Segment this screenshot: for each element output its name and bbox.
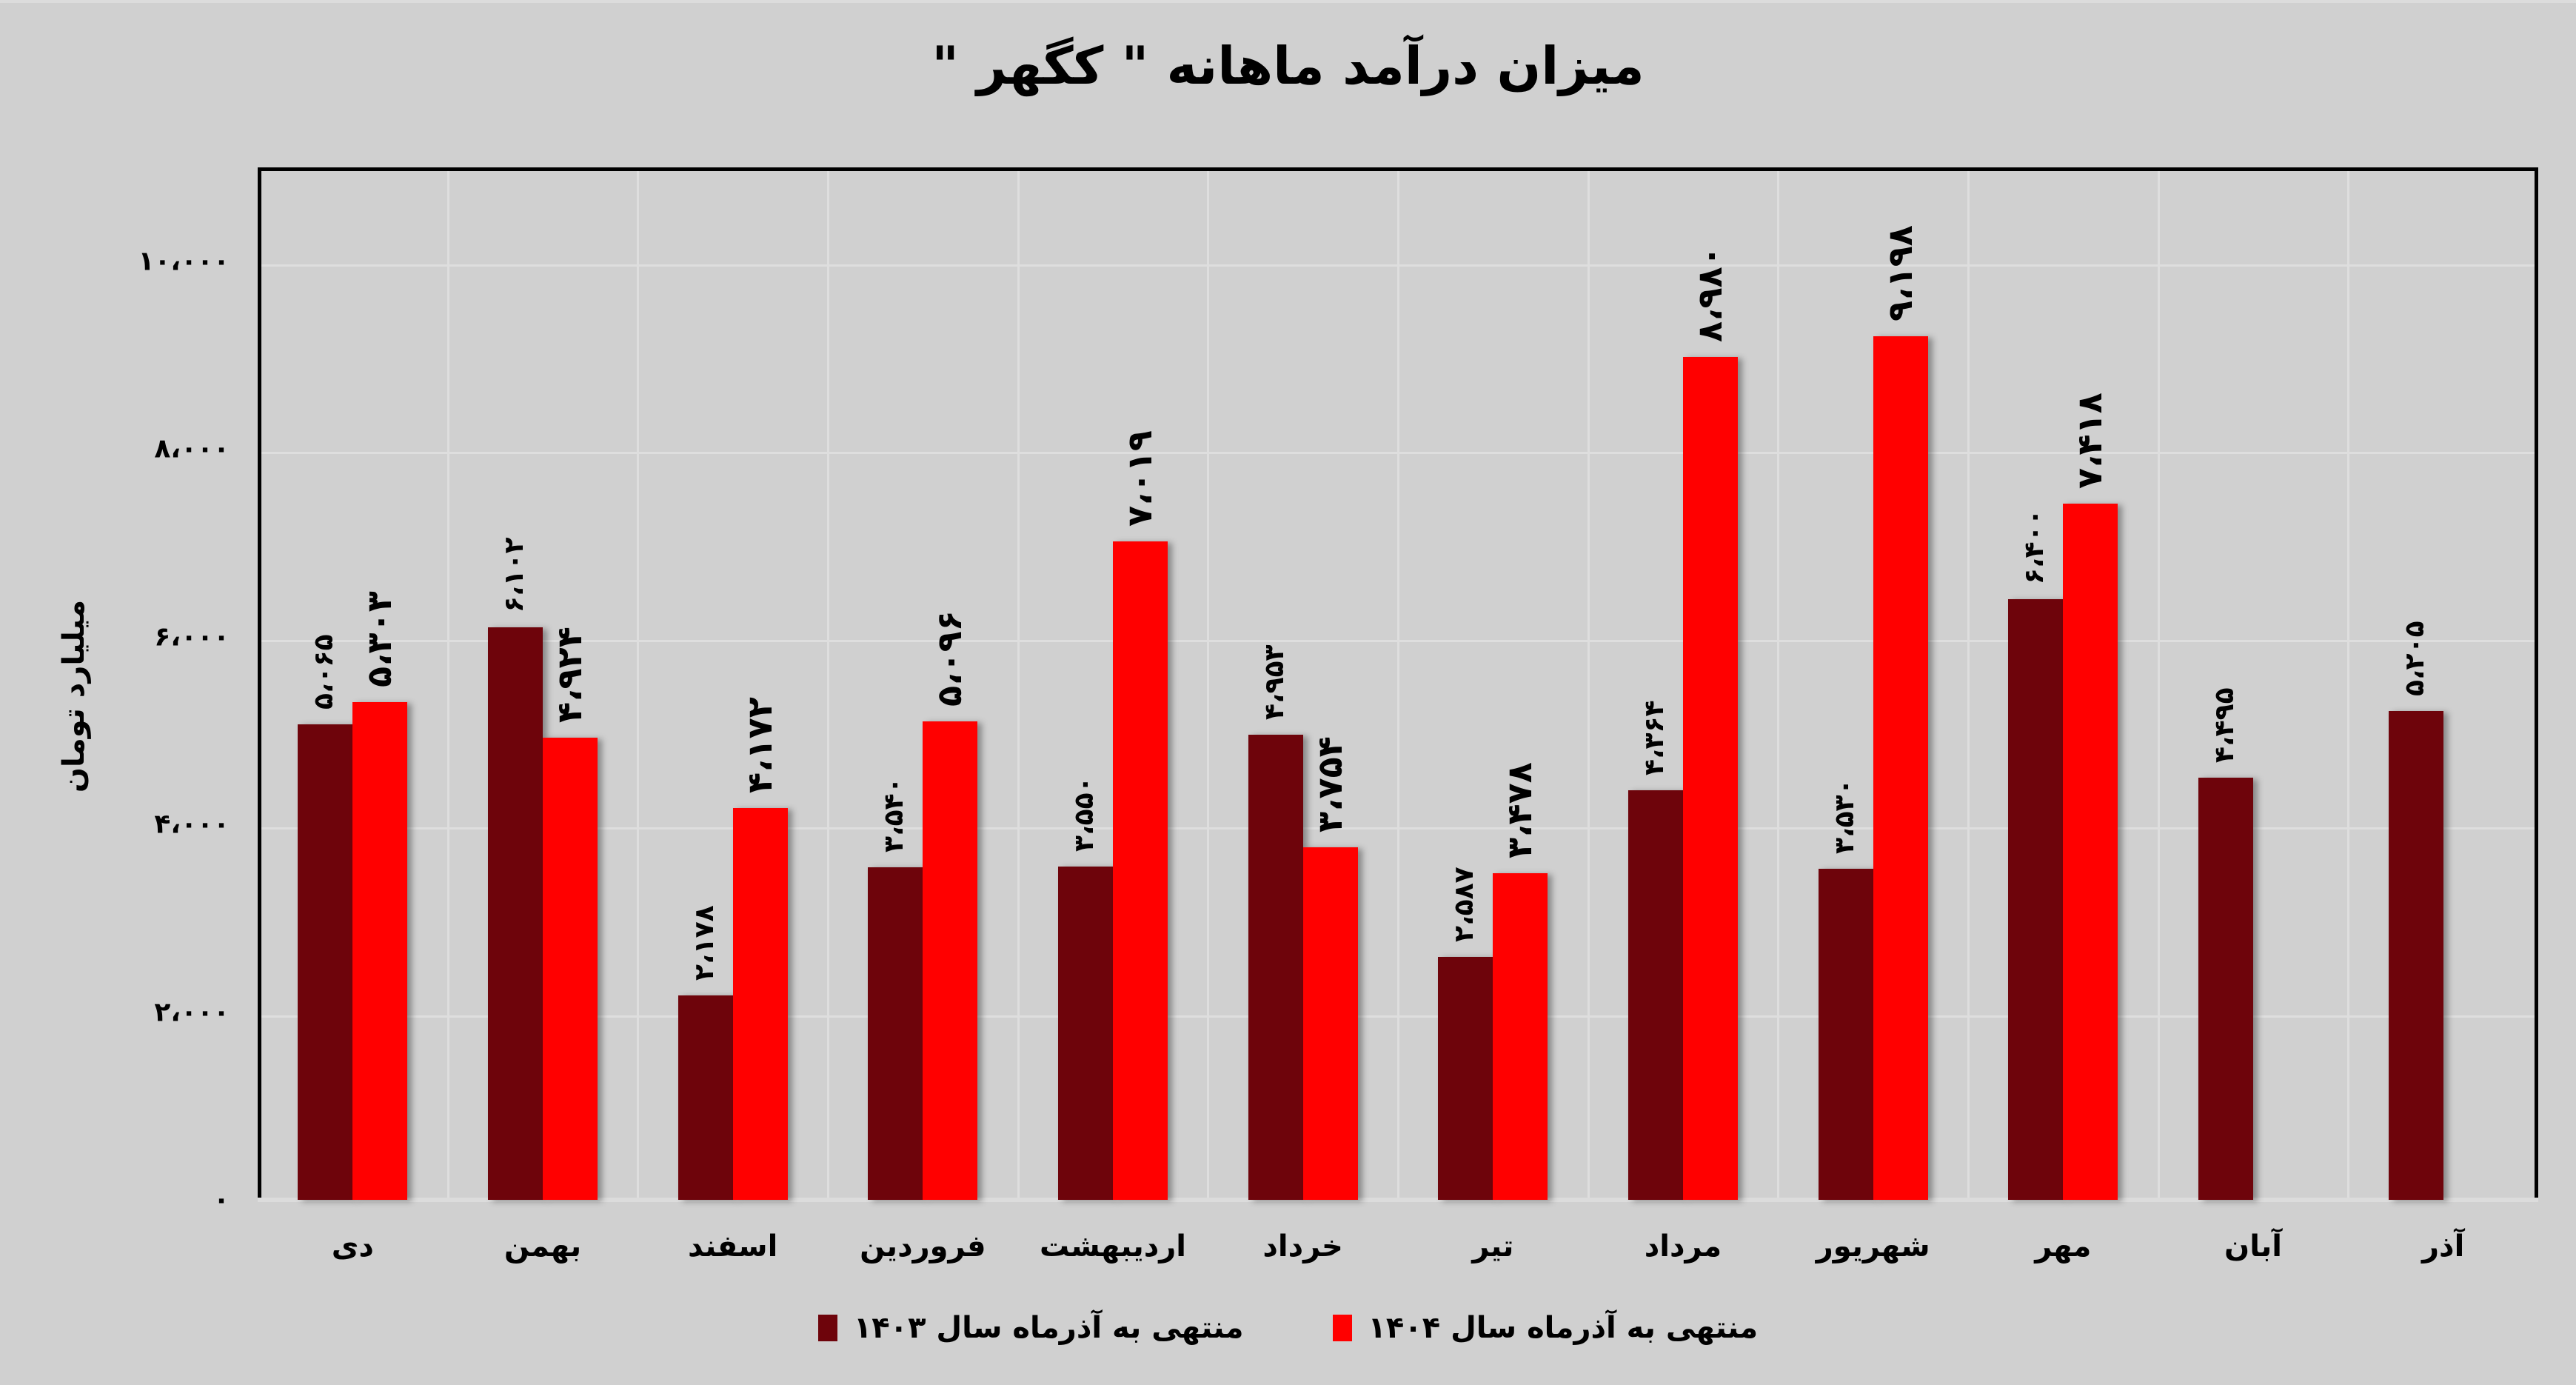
bar-1403 (678, 995, 733, 1200)
y-tick-label: ۰ (213, 1184, 230, 1215)
data-label-1404: ۷،۰۱۹ (1120, 430, 1160, 527)
bar-1403 (1248, 735, 1303, 1200)
bar-1403 (298, 724, 353, 1200)
data-label-1403: ۳،۵۳۰ (1829, 778, 1860, 854)
bar-1404 (1873, 336, 1928, 1200)
bar-1403 (488, 627, 543, 1200)
gridline-vertical (827, 171, 829, 1200)
data-label-1404: ۳،۷۵۴ (1309, 736, 1350, 833)
y-tick-label: ۴،۰۰۰ (154, 809, 230, 840)
x-tick-label: آذر (2422, 1229, 2465, 1264)
bar-1404 (923, 721, 978, 1200)
x-tick-label: فروردین (860, 1229, 986, 1264)
data-label-1404: ۷،۴۱۸ (2070, 393, 2110, 489)
chart-title: میزان درآمد ماهانه " کگهر " (931, 36, 1645, 96)
gridline-vertical (1587, 171, 1590, 1200)
x-tick-label: اسفند (688, 1229, 778, 1264)
x-tick-label: آبان (2224, 1229, 2282, 1264)
x-axis-line (258, 1198, 2538, 1202)
gridline-vertical (1207, 171, 1210, 1200)
bar-1403 (2198, 778, 2253, 1200)
bar-1403 (2008, 598, 2064, 1200)
bar-1403 (2388, 711, 2443, 1200)
y-tick-label: ۶،۰۰۰ (154, 621, 230, 653)
data-label-1403: ۳،۵۵۰ (1069, 776, 1100, 852)
data-label-1403: ۴،۹۵۳ (1259, 644, 1290, 721)
bar-1404 (732, 808, 788, 1200)
gridline-vertical (2157, 171, 2160, 1200)
bar-1403 (1438, 957, 1493, 1200)
gridline-vertical (446, 171, 449, 1200)
legend-item-1404: منتهی به آذرماه سال ۱۴۰۴ (1332, 1311, 1759, 1345)
bar-1403 (1628, 790, 1683, 1200)
x-tick-label: تیر (1472, 1229, 1514, 1264)
data-label-1404: ۹،۱۹۸ (1879, 225, 1920, 322)
bar-1404 (1493, 873, 1548, 1200)
legend: منتهی به آذرماه سال ۱۴۰۴ منتهی به آذرماه… (0, 1311, 2576, 1345)
y-tick-label: ۱۰،۰۰۰ (138, 246, 230, 277)
gridline-vertical (1967, 171, 1970, 1200)
data-label-1403: ۲،۵۸۷ (1449, 867, 1480, 943)
data-label-1403: ۶،۱۰۲ (499, 537, 529, 613)
bar-1403 (868, 867, 923, 1200)
legend-swatch-1403 (817, 1315, 837, 1341)
gridline-vertical (637, 171, 640, 1200)
gridline-vertical (1017, 171, 1020, 1200)
x-tick-label: اردیبهشت (1039, 1229, 1187, 1264)
data-label-1404: ۳،۴۷۸ (1499, 762, 1540, 859)
bar-1404 (352, 701, 408, 1200)
bar-1404 (1683, 356, 1738, 1200)
data-label-1404: ۴،۹۲۴ (549, 627, 589, 723)
data-label-1403: ۵،۲۰۵ (2399, 621, 2430, 697)
data-label-1403: ۲،۱۷۸ (689, 905, 720, 981)
gridline-vertical (1777, 171, 1780, 1200)
y-tick-label: ۲،۰۰۰ (154, 997, 230, 1028)
bar-1404 (1302, 847, 1358, 1200)
data-label-1403: ۶،۴۰۰ (2019, 509, 2050, 584)
bar-1404 (543, 737, 598, 1200)
x-tick-label: بهمن (504, 1229, 582, 1264)
legend-swatch-1404 (1332, 1315, 1352, 1341)
data-label-1404: ۸،۹۸۰ (1690, 246, 1730, 342)
gridline-vertical (2347, 171, 2350, 1200)
data-label-1404: ۴،۱۷۲ (739, 697, 780, 794)
data-label-1404: ۵،۰۹۶ (929, 610, 970, 707)
data-label-1403: ۴،۴۹۵ (2209, 687, 2240, 764)
legend-label-1403: منتهی به آذرماه سال ۱۴۰۳ (853, 1311, 1244, 1345)
data-label-1403: ۵،۰۶۵ (309, 634, 340, 710)
y-tick-label: ۸،۰۰۰ (154, 433, 230, 464)
data-label-1403: ۴،۳۶۴ (1639, 700, 1670, 775)
bar-1403 (1818, 868, 1873, 1200)
data-label-1403: ۳،۵۴۰ (879, 777, 910, 853)
legend-label-1404: منتهی به آذرماه سال ۱۴۰۴ (1368, 1311, 1759, 1345)
x-tick-label: مهر (2035, 1229, 2092, 1264)
x-tick-label: مرداد (1644, 1229, 1722, 1264)
x-tick-label: دی (331, 1229, 374, 1264)
gridline-vertical (1397, 171, 1399, 1200)
x-tick-label: شهریور (1816, 1229, 1930, 1264)
x-tick-label: خرداد (1262, 1229, 1343, 1264)
bar-1404 (1113, 541, 1168, 1200)
bar-1404 (2063, 503, 2118, 1200)
legend-item-1403: منتهی به آذرماه سال ۱۴۰۳ (817, 1311, 1244, 1345)
bar-1403 (1058, 867, 1113, 1200)
data-label-1404: ۵،۳۰۳ (359, 591, 400, 687)
plot-area (258, 167, 2538, 1200)
